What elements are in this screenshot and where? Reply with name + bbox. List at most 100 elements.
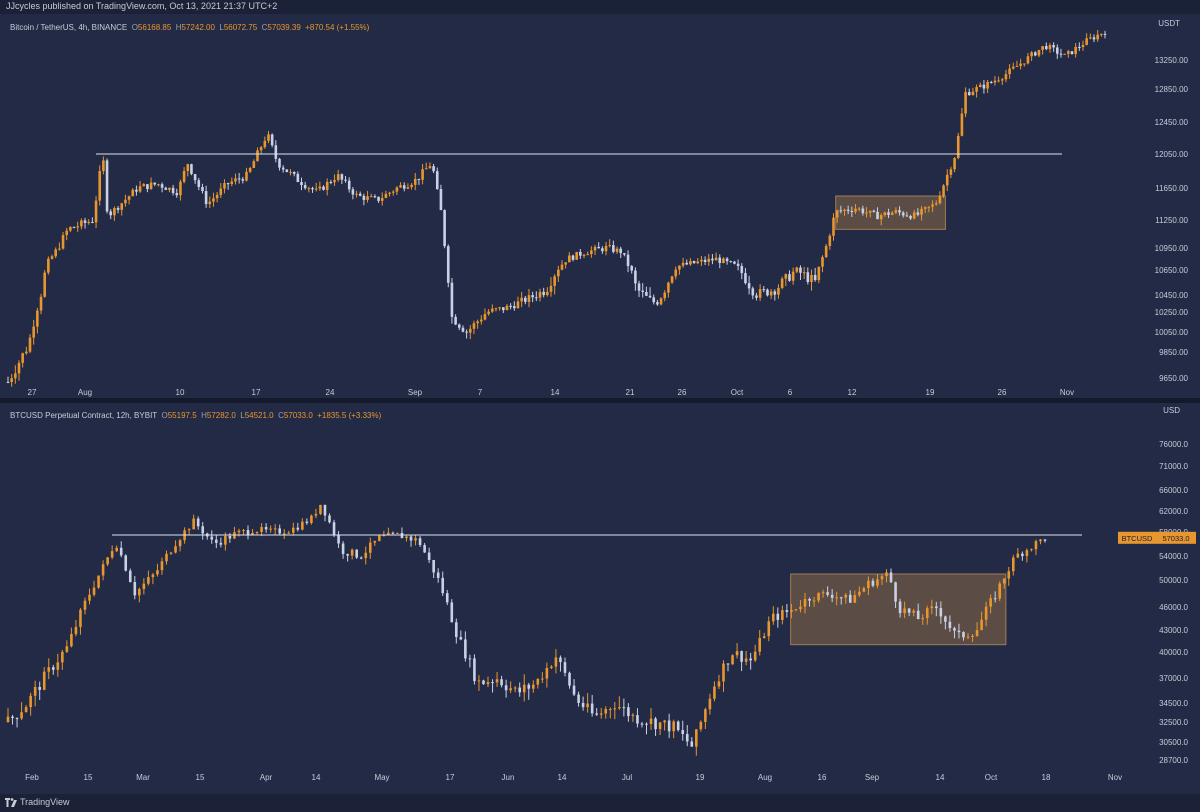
y-tick-label: 46000.0: [1159, 603, 1188, 612]
candle-body: [901, 212, 905, 216]
candle-body: [201, 526, 205, 534]
candle-body: [432, 560, 435, 573]
candle-body: [263, 140, 267, 148]
candle-body: [329, 181, 333, 183]
candle-body: [916, 212, 920, 215]
candle-body: [193, 174, 197, 181]
candle-body: [355, 549, 358, 558]
candle-body: [930, 606, 934, 609]
candle-body: [857, 208, 861, 210]
candle-body: [652, 297, 656, 303]
candle-body: [1074, 46, 1077, 54]
candle-body: [110, 551, 114, 558]
candle-body: [319, 504, 322, 514]
panel-separator: [0, 398, 1200, 403]
candle-body: [94, 200, 98, 223]
candle-body: [513, 687, 517, 689]
candle-body: [219, 188, 223, 195]
candle-body: [1026, 56, 1030, 64]
candle-body: [323, 504, 327, 516]
candle-body: [559, 657, 562, 663]
candle-body: [171, 187, 175, 194]
candle-body: [707, 258, 711, 262]
candle-body: [826, 592, 829, 595]
y-tick-label: 10450.00: [1155, 291, 1189, 300]
candle-body: [303, 185, 307, 189]
candle-body: [192, 518, 195, 530]
candle-body: [579, 251, 582, 256]
candle-body: [491, 682, 494, 684]
candle-body: [784, 274, 788, 279]
candle-body: [960, 113, 964, 136]
candle-body: [821, 592, 825, 594]
candle-body: [483, 314, 487, 320]
candle-body: [21, 353, 24, 363]
candle-body: [1059, 53, 1063, 55]
candle-body: [274, 145, 278, 159]
candle-body: [582, 255, 586, 257]
candle-body: [839, 210, 843, 212]
candle-body: [608, 245, 611, 247]
x-tick-label: Sep: [408, 388, 423, 397]
candle-body: [224, 536, 227, 545]
candle-body: [358, 193, 362, 196]
candle-body: [432, 166, 435, 172]
x-tick-label: 12: [848, 388, 857, 397]
candle-body: [813, 274, 817, 281]
candle-body: [615, 248, 619, 252]
candle-body: [907, 608, 911, 613]
candle-body: [663, 292, 667, 299]
candle-body: [36, 310, 39, 327]
candle-body: [735, 651, 739, 656]
candle-body: [861, 208, 865, 214]
candle-body: [619, 248, 623, 254]
x-tick-label: 18: [1042, 773, 1051, 782]
candle-body: [898, 210, 901, 213]
candle-body: [11, 716, 14, 719]
candle-body: [251, 532, 254, 535]
candle-body: [457, 324, 461, 328]
candle-body: [956, 135, 960, 159]
candle-body: [43, 272, 46, 297]
plot-area: [6, 504, 1047, 756]
candle-body: [689, 261, 692, 265]
candle-body: [135, 189, 138, 192]
candle-body: [252, 161, 256, 168]
candle-body: [318, 186, 322, 189]
x-tick-label: 10: [176, 388, 185, 397]
candle-body: [935, 606, 938, 609]
candle-body: [912, 212, 916, 219]
footer-brand: TradingView: [20, 797, 70, 807]
candle-body: [1033, 52, 1037, 56]
price-tag-value: 57033.0: [1162, 534, 1189, 543]
candle-body: [344, 179, 347, 181]
candle-body: [648, 295, 652, 298]
y-tick-label: 11250.00: [1155, 216, 1188, 225]
candle-body: [223, 183, 226, 189]
candle-body: [384, 193, 388, 198]
candle-body: [872, 210, 876, 212]
publish-text: JJcycles published on TradingView.com, O…: [6, 1, 278, 11]
candle-body: [676, 721, 680, 731]
y-tick-label: 40000.0: [1159, 648, 1188, 657]
candle-body: [744, 658, 748, 662]
candle-body: [953, 628, 956, 631]
x-tick-label: 19: [926, 388, 935, 397]
candle-body: [549, 285, 553, 292]
candle-body: [38, 687, 41, 690]
candle-body: [966, 636, 970, 638]
candle-body: [595, 713, 598, 715]
candle-body: [1030, 52, 1033, 57]
candle-body: [341, 543, 345, 555]
candle-body: [97, 575, 100, 588]
candle-body: [28, 337, 32, 352]
candle-body: [531, 295, 534, 298]
candle-body: [355, 193, 358, 195]
candle-body: [998, 583, 1002, 599]
candle-body: [270, 134, 274, 146]
candle-body: [388, 192, 391, 194]
candle-body: [781, 610, 784, 620]
candle-body: [6, 381, 10, 383]
candle-body: [740, 265, 744, 274]
